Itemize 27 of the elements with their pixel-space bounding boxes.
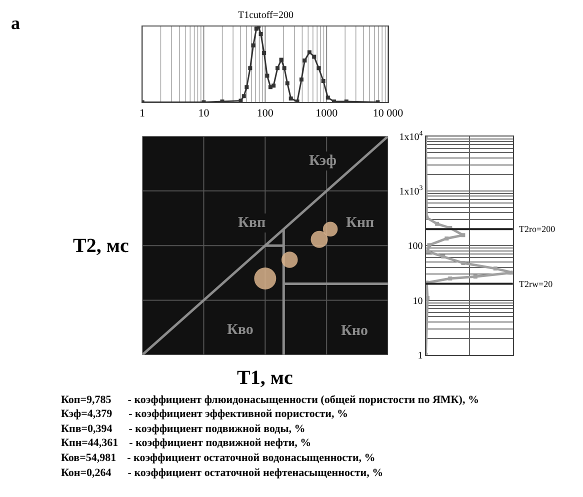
text: а [11, 13, 20, 33]
annotation: Кнп [346, 215, 375, 231]
text: Ков=54,981 - коэффициент остаточной водонасыщенности, % [61, 452, 376, 464]
text: Кэф=4,379 - коэффициент эффективной пористости, % [61, 408, 348, 420]
annotation: Кно [341, 323, 368, 339]
x-tick-label: 1 [140, 107, 146, 120]
y-axis-title: T2, мс [73, 235, 129, 257]
annotation: Кво [227, 322, 254, 338]
x-tick-label: 100 [256, 107, 274, 120]
ref-line-label: T2ro=200 [519, 224, 556, 234]
y-tick-label: 1x10$^{3}$ [399, 184, 424, 198]
text: Коп=9,785 - коэффициент флюидонасыщенности (общей пористости по ЯМК), % [61, 394, 479, 406]
annotation: Квп [238, 215, 266, 231]
y-tick-label: 100 [408, 241, 423, 252]
ref-line-label: T2rw=20 [519, 279, 554, 289]
chart-title: T1cutoff=200 [238, 10, 294, 21]
y-tick-label: 1 [418, 350, 423, 362]
x-tick-label: 10 [198, 107, 210, 120]
annotation: Кэф [309, 153, 336, 169]
text: Кпв=0,394 - коэффициент подвижной воды, % [61, 423, 306, 435]
y-tick-label: 1x10$^{4}$ [399, 130, 424, 143]
text: Кон=0,264 - коэффициент остаточной нефтенасыщенности, % [61, 467, 384, 479]
y-tick-label: 10 [412, 296, 423, 307]
text: Кпн=44,361 - коэффициент подвижной нефти, % [61, 437, 312, 449]
x-axis-title: T1, мс [237, 367, 293, 389]
x-tick-label: 1000 [316, 107, 338, 120]
x-tick-label: 10 000 [372, 107, 404, 120]
